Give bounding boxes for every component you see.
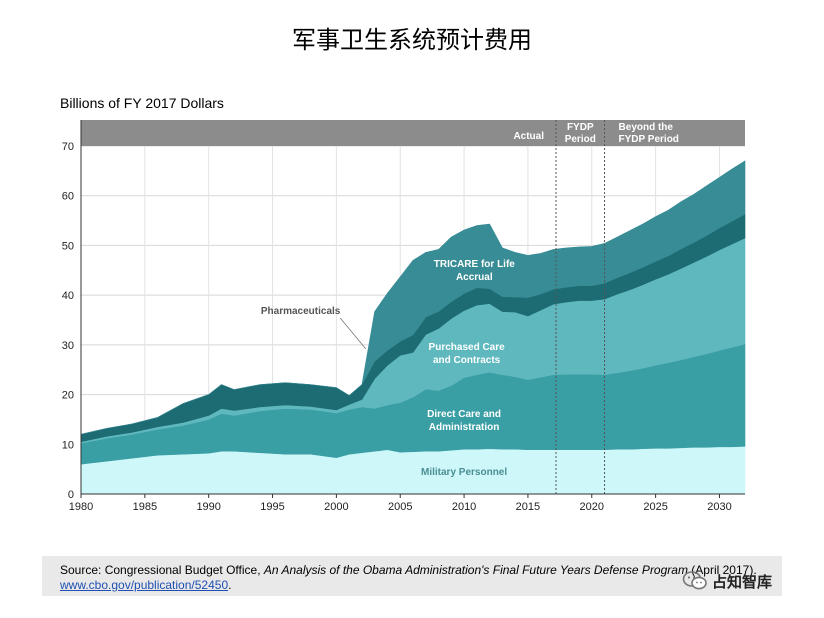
period-label-actual: Actual [513,131,544,142]
x-tick-label: 2020 [580,501,604,513]
source-note: Source: Congressional Budget Office, An … [42,556,782,596]
x-tick-label: 1985 [133,501,157,513]
period-label-fydp-line1: FYDP [567,122,594,133]
y-axis-unit-label: Billions of FY 2017 Dollars [60,95,224,111]
source-url-suffix: . [228,578,232,592]
x-tick-label: 2000 [324,501,348,513]
x-tick-label: 1990 [196,501,220,513]
label-pharmaceuticals: Pharmaceuticals [261,306,341,317]
source-prefix: Source: Congressional Budget Office, [60,563,264,577]
y-tick-label: 10 [62,439,74,451]
y-tick-label: 50 [62,240,74,252]
pharmaceuticals-leader-line [339,317,367,350]
period-label-fydp-line2: Period [565,134,596,145]
label-military-personnel: Military Personnel [421,467,507,478]
source-suffix: (April 2017). [687,563,757,577]
y-tick-label: 0 [68,489,74,501]
y-tick-label: 30 [62,340,74,352]
watermark: 占知智库 [682,568,772,594]
x-tick-label: 2015 [516,501,540,513]
y-tick-label: 40 [62,290,74,302]
y-tick-label: 20 [62,390,74,402]
source-citation: Source: Congressional Budget Office, An … [60,563,757,577]
label-purchased-line1: Purchased Care [429,342,506,353]
wechat-icon [682,571,707,590]
page-title: 军事卫生系统预计费用 [292,26,532,54]
x-tick-label: 2030 [707,501,731,513]
area-tricare [80,160,746,435]
x-tick-label: 1980 [69,501,93,513]
period-label-beyond-line2: FYDP Period [619,134,679,145]
period-header-band [81,120,745,146]
label-direct-care-line1: Direct Care and [427,409,501,420]
y-tick-label: 60 [62,191,74,203]
label-direct-care-line2: Administration [429,422,500,433]
label-tricare-line2: Accrual [456,272,493,283]
y-tick-label: 70 [62,141,74,153]
source-url-link[interactable]: www.cbo.gov/publication/52450 [60,578,229,592]
x-tick-label: 2010 [452,501,476,513]
x-tick-label: 2005 [388,501,412,513]
source-link-line: www.cbo.gov/publication/52450. [60,578,231,592]
x-tick-label: 2025 [643,501,667,513]
period-label-beyond-line1: Beyond the [619,122,674,133]
label-tricare-line1: TRICARE for Life [434,259,516,270]
watermark-text: 占知智库 [712,572,773,591]
x-tick-label: 1995 [260,501,284,513]
label-purchased-line2: and Contracts [433,355,501,366]
source-report-title: An Analysis of the Obama Administration'… [263,563,688,577]
